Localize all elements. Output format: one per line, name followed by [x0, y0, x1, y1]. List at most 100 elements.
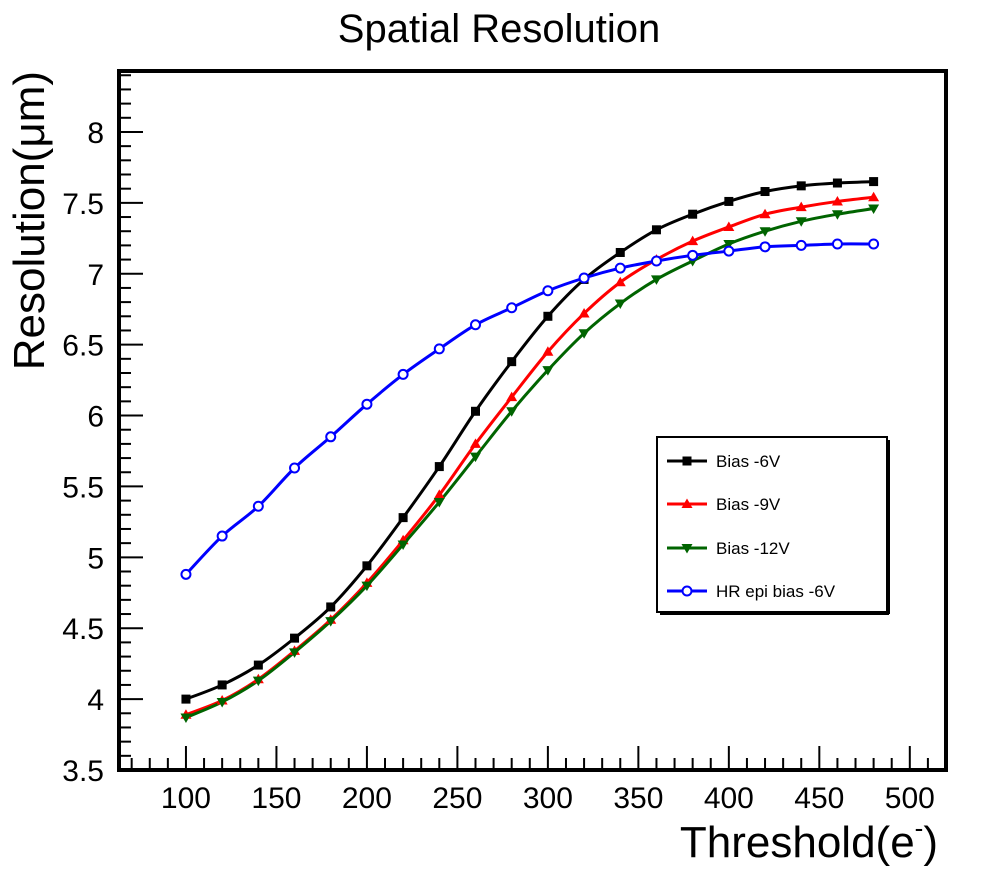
data-point-bias-6v [362, 561, 372, 571]
data-point-hr-epi-bias-6v [542, 285, 554, 297]
data-point-bias-9v [795, 201, 807, 212]
legend-box [656, 436, 888, 613]
data-point-bias-12v [578, 329, 590, 339]
data-point-bias-12v [180, 713, 192, 724]
data-point-bias-12v [795, 217, 807, 227]
data-point-bias-6v [651, 225, 661, 235]
legend-label-bias-6v: Bias -6V [716, 452, 781, 471]
x-tick-labels: 100 150 200 250 300 350 400 450 500 [161, 782, 935, 815]
x-tick-label: 300 [523, 782, 573, 815]
legend-marker-bias-12v [681, 544, 693, 554]
x-tick-label: 200 [342, 782, 392, 815]
data-point-bias-6v [253, 660, 263, 670]
data-point-hr-epi-bias-6v [469, 319, 481, 331]
y-tick-label: 7 [87, 259, 104, 292]
data-point-bias-6v [217, 680, 227, 690]
legend-marker-hr-epi-bias-6v [681, 585, 693, 597]
y-tick-label: 4 [87, 684, 104, 717]
data-point-bias-12v [361, 581, 373, 592]
data-point-bias-9v [469, 438, 481, 448]
y-tick-label: 6 [87, 401, 104, 434]
data-point-bias-9v [687, 235, 699, 246]
data-point-hr-epi-bias-6v [252, 500, 264, 512]
x-tick-label: 100 [161, 782, 211, 815]
data-point-bias-6v [760, 187, 770, 197]
data-point-bias-6v [470, 406, 480, 416]
data-point-bias-12v [433, 498, 445, 508]
x-tick-label: 400 [704, 782, 754, 815]
y-tick-labels: 3.5 4 4.5 5 5.5 6 6.5 7 7.5 8 [62, 117, 104, 788]
data-point-bias-6v [434, 462, 444, 472]
data-point-bias-12v [868, 204, 880, 215]
data-point-bias-6v [543, 311, 553, 321]
y-tick-label: 6.5 [62, 330, 104, 363]
data-point-bias-12v [325, 617, 337, 627]
plot-frame [117, 69, 948, 772]
legend-label-hr-epi-bias-6v: HR epi bias -6V [716, 582, 836, 601]
data-point-hr-epi-bias-6v [868, 238, 880, 250]
data-point-bias-9v [578, 307, 590, 318]
data-point-bias-12v [831, 210, 843, 220]
x-axis-title-superscript: - [915, 813, 924, 843]
data-point-hr-epi-bias-6v [397, 368, 409, 380]
data-point-bias-6v [796, 181, 806, 191]
data-point-bias-12v [506, 407, 518, 417]
data-point-bias-9v [723, 221, 735, 231]
data-point-hr-epi-bias-6v [325, 431, 337, 443]
x-tick-label: 250 [432, 782, 482, 815]
data-point-hr-epi-bias-6v [795, 239, 807, 251]
x-axis-title: Threshold(e-) [680, 813, 938, 867]
legend-label-bias-12v: Bias -12V [716, 539, 790, 558]
y-tick-label: 5.5 [62, 471, 104, 504]
data-point-hr-epi-bias-6v [650, 255, 662, 267]
legend: Bias -6V Bias -9V Bias -12V HR epi bias -6V [656, 436, 890, 615]
data-point-hr-epi-bias-6v [180, 568, 192, 580]
y-tick-label: 3.5 [62, 755, 104, 788]
legend-label-bias-9v: Bias -9V [716, 495, 781, 514]
data-point-bias-12v [289, 648, 301, 658]
data-point-bias-6v [832, 178, 842, 188]
legend-marker-bias-9v [681, 498, 693, 508]
x-tick-label: 150 [251, 782, 301, 815]
axis-ticks [119, 74, 947, 771]
data-point-hr-epi-bias-6v [759, 241, 771, 253]
data-point-bias-6v [869, 177, 879, 187]
data-point-hr-epi-bias-6v [506, 302, 518, 314]
data-point-bias-6v [398, 513, 408, 523]
data-point-bias-6v [290, 633, 300, 643]
data-point-bias-9v [506, 391, 518, 402]
y-tick-label: 4.5 [62, 613, 104, 646]
x-tick-label: 350 [613, 782, 663, 815]
data-point-hr-epi-bias-6v [289, 462, 301, 474]
data-point-bias-9v [868, 191, 880, 202]
data-point-bias-6v [507, 357, 517, 367]
y-tick-label: 7.5 [62, 188, 104, 221]
data-point-hr-epi-bias-6v [831, 238, 843, 250]
data-point-bias-12v [252, 676, 264, 687]
data-point-hr-epi-bias-6v [578, 272, 590, 284]
data-point-bias-6v [615, 247, 625, 257]
data-point-bias-6v [688, 209, 698, 219]
y-tick-label: 5 [87, 542, 104, 575]
x-tick-label: 500 [885, 782, 935, 815]
data-point-hr-epi-bias-6v [687, 249, 699, 261]
data-point-bias-12v [397, 540, 409, 551]
data-point-bias-12v [542, 366, 554, 376]
legend-marker-bias-6v [682, 456, 692, 466]
data-point-bias-12v [650, 275, 662, 285]
data-point-bias-9v [433, 489, 445, 499]
data-point-hr-epi-bias-6v [433, 343, 445, 355]
data-point-bias-9v [831, 195, 843, 206]
data-point-bias-12v [469, 452, 481, 463]
data-point-bias-9v [542, 346, 554, 356]
x-axis-title-close: ) [923, 818, 938, 867]
y-axis-title: Resolution(μm) [5, 71, 54, 370]
data-point-bias-12v [216, 697, 228, 708]
data-point-bias-12v [614, 299, 626, 310]
data-point-hr-epi-bias-6v [614, 262, 626, 274]
series-markers [180, 177, 880, 724]
y-tick-label: 8 [87, 117, 104, 150]
data-point-hr-epi-bias-6v [723, 245, 735, 257]
data-point-bias-6v [326, 602, 336, 612]
